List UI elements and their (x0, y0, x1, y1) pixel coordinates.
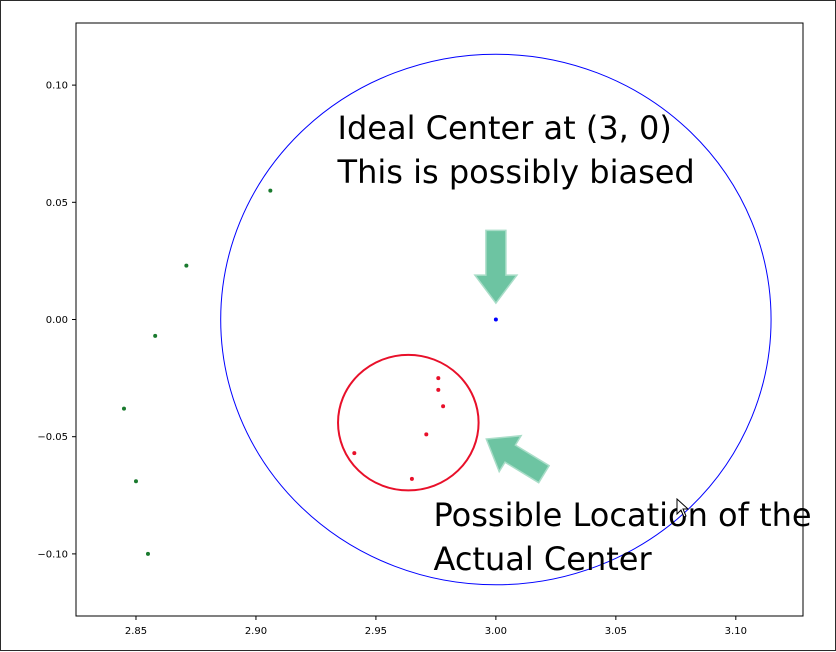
mouse-cursor-icon (676, 498, 690, 518)
data-point-s2-2 (441, 404, 446, 409)
annotation-1-line-0: Possible Location of the (434, 496, 812, 534)
y-tick-label-4: −0.10 (37, 549, 68, 560)
annotation-1-line-1: Actual Center (434, 540, 653, 578)
x-tick-label-3: 3.00 (485, 626, 507, 637)
data-point-s2-0 (436, 376, 441, 381)
plot-area (75, 22, 804, 617)
x-tick-label-1: 2.90 (245, 626, 267, 637)
data-point-s0-0 (268, 188, 273, 193)
arrow-layer (473, 229, 551, 484)
y-tick-label-0: 0.10 (46, 81, 68, 92)
annotation-layer: Ideal Center at (3, 0) This is possibly b… (337, 109, 812, 578)
data-point-s0-2 (153, 333, 158, 338)
x-tick-label-2: 2.95 (365, 626, 387, 637)
data-point-s0-3 (121, 406, 126, 411)
x-tick-label-4: 3.05 (605, 626, 627, 637)
circle-0 (220, 53, 772, 586)
data-point-s2-1 (436, 387, 441, 392)
data-point-s0-1 (184, 263, 189, 268)
circle-layer (220, 53, 772, 586)
y-tick-label-3: −0.05 (37, 432, 68, 443)
x-tick-label-5: 3.10 (725, 626, 747, 637)
arrow-0 (473, 229, 519, 305)
data-point-s2-3 (424, 432, 429, 437)
y-axis: 0.10 0.05 0.00 −0.05 −0.10 (37, 81, 76, 560)
data-point-s2-4 (352, 451, 357, 456)
x-tick-label-0: 2.85 (125, 626, 147, 637)
x-axis: 2.85 2.90 2.95 3.00 3.05 3.10 (125, 616, 747, 637)
annotation-0-line-1: This is possibly biased (337, 153, 695, 191)
data-point-s1-0 (493, 317, 498, 322)
data-point-s2-5 (409, 476, 414, 481)
points-layer (121, 188, 498, 556)
annotation-0-line-0: Ideal Center at (3, 0) (338, 109, 672, 147)
y-tick-label-2: 0.00 (46, 315, 68, 326)
data-point-s0-5 (145, 551, 150, 556)
circle-1 (337, 353, 480, 492)
data-point-s0-4 (133, 479, 138, 484)
y-tick-label-1: 0.05 (46, 198, 68, 209)
arrow-1 (485, 434, 551, 484)
